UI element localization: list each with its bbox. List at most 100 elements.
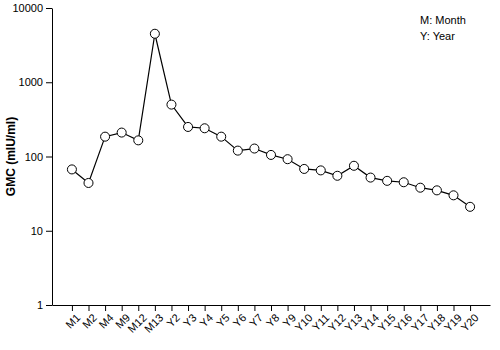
x-tick-mark [404,305,405,311]
y-tick: 10 [31,225,52,237]
y-axis: 1 10 100 1000 10000 [12,2,52,311]
x-tick: Y10 [292,305,314,334]
x-tick: M1 [63,305,82,331]
x-tick-mark [437,305,438,311]
annotation: M: Month [420,14,466,26]
data-point [67,165,76,174]
y-axis-line [52,9,53,306]
x-tick-mark [188,305,189,311]
data-point [200,124,209,133]
data-point [233,146,242,155]
y-tick-mark [46,305,52,306]
x-tick-label: Y3 [181,311,199,329]
x-tick-mark [89,305,90,311]
y-tick-label: 10 [31,225,43,237]
x-tick-label: Y2 [164,311,182,329]
data-point [217,132,226,141]
x-tick-mark [122,305,123,311]
data-point [349,161,358,170]
x-tick-mark [254,305,255,311]
x-tick: M2 [80,305,99,331]
x-tick: Y4 [197,305,215,329]
data-point [399,178,408,187]
x-tick: Y13 [342,305,364,334]
annotation: Y: Year [420,30,455,42]
y-tick: 10000 [12,2,52,14]
y-tick: 1 [37,299,52,311]
x-tick: Y19 [442,305,464,334]
x-tick-mark [354,305,355,311]
data-line [72,34,470,207]
data-point [117,128,126,137]
x-tick: Y3 [181,305,199,329]
data-point [150,29,159,38]
x-tick-mark [371,305,372,311]
x-tick: Y17 [409,305,431,334]
x-tick-mark [321,305,322,311]
x-tick: Y14 [359,305,381,334]
data-point [266,150,275,159]
x-tick: M13 [142,305,166,335]
y-tick-mark [46,231,52,232]
x-tick-mark [155,305,156,311]
y-tick: 100 [25,151,52,163]
x-tick: Y16 [392,305,414,334]
y-tick-mark [46,157,52,158]
x-tick-mark [221,305,222,311]
data-point [134,136,143,145]
x-tick-mark [271,305,272,311]
x-tick-mark [337,305,338,311]
x-tick-label: M13 [142,311,166,335]
x-axis: M1M2M4M9M12M13Y2Y3Y4Y5Y6Y7Y8Y9Y10Y11Y12Y… [53,305,491,335]
x-tick: Y18 [425,305,447,334]
x-tick-label: Y20 [458,311,480,333]
plot-area [67,29,474,211]
data-point [466,202,475,211]
x-tick-mark [205,305,206,311]
y-tick-label: 1 [37,299,43,311]
x-tick: Y8 [264,305,282,329]
y-tick: 1000 [19,76,52,88]
data-point [316,166,325,175]
x-tick-label: Y5 [214,311,232,329]
data-point [101,132,110,141]
x-tick-mark [420,305,421,311]
x-tick-mark [72,305,73,311]
data-point [449,191,458,200]
data-point [84,178,93,187]
data-point [383,176,392,185]
x-tick-mark [304,305,305,311]
x-tick: Y6 [230,305,248,329]
x-tick: Y7 [247,305,265,329]
x-tick-mark [138,305,139,311]
x-tick-label: Y6 [230,311,248,329]
x-tick-mark [238,305,239,311]
x-tick: Y20 [458,305,480,334]
x-tick: M4 [96,305,115,331]
chart-svg: 1 10 100 1000 10000 M1M2M4M9M12M13Y2Y3Y4Y5Y6Y… [0,0,500,350]
x-tick-mark [171,305,172,311]
data-point [432,186,441,195]
data-point [416,183,425,192]
x-tick-label: Y8 [264,311,282,329]
x-tick-mark [288,305,289,311]
data-point [300,164,309,173]
y-tick-label: 10000 [12,2,43,14]
x-tick-mark [454,305,455,311]
x-tick: Y12 [326,305,348,334]
y-tick-mark [46,82,52,83]
y-tick-label: 100 [25,151,43,163]
x-tick-mark [105,305,106,311]
x-tick: Y5 [214,305,232,329]
x-tick-label: Y7 [247,311,265,329]
x-tick: Y2 [164,305,182,329]
data-point [283,155,292,164]
y-axis-title: GMC (mIU/ml) [4,117,18,196]
data-point [366,173,375,182]
x-tick-label: Y4 [197,311,215,329]
data-point [184,122,193,131]
data-point [250,144,259,153]
data-point [333,171,342,180]
y-tick-mark [46,8,52,9]
x-tick-mark [387,305,388,311]
